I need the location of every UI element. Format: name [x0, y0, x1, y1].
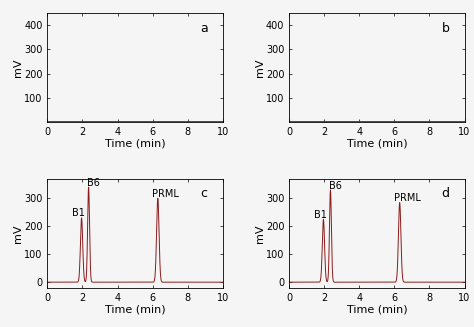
Y-axis label: mV: mV: [13, 224, 23, 243]
Text: B1: B1: [314, 210, 327, 220]
X-axis label: Time (min): Time (min): [105, 304, 165, 314]
X-axis label: Time (min): Time (min): [346, 138, 407, 148]
Text: PRML: PRML: [393, 193, 420, 203]
Text: c: c: [200, 187, 207, 200]
Text: B6: B6: [87, 178, 100, 188]
Y-axis label: mV: mV: [13, 58, 23, 77]
Text: B1: B1: [72, 209, 85, 218]
X-axis label: Time (min): Time (min): [346, 304, 407, 314]
Y-axis label: mV: mV: [255, 224, 264, 243]
Text: d: d: [442, 187, 450, 200]
Text: PRML: PRML: [152, 189, 179, 199]
Text: a: a: [200, 22, 208, 35]
X-axis label: Time (min): Time (min): [105, 138, 165, 148]
Text: B6: B6: [328, 181, 342, 191]
Y-axis label: mV: mV: [255, 58, 264, 77]
Text: b: b: [442, 22, 450, 35]
